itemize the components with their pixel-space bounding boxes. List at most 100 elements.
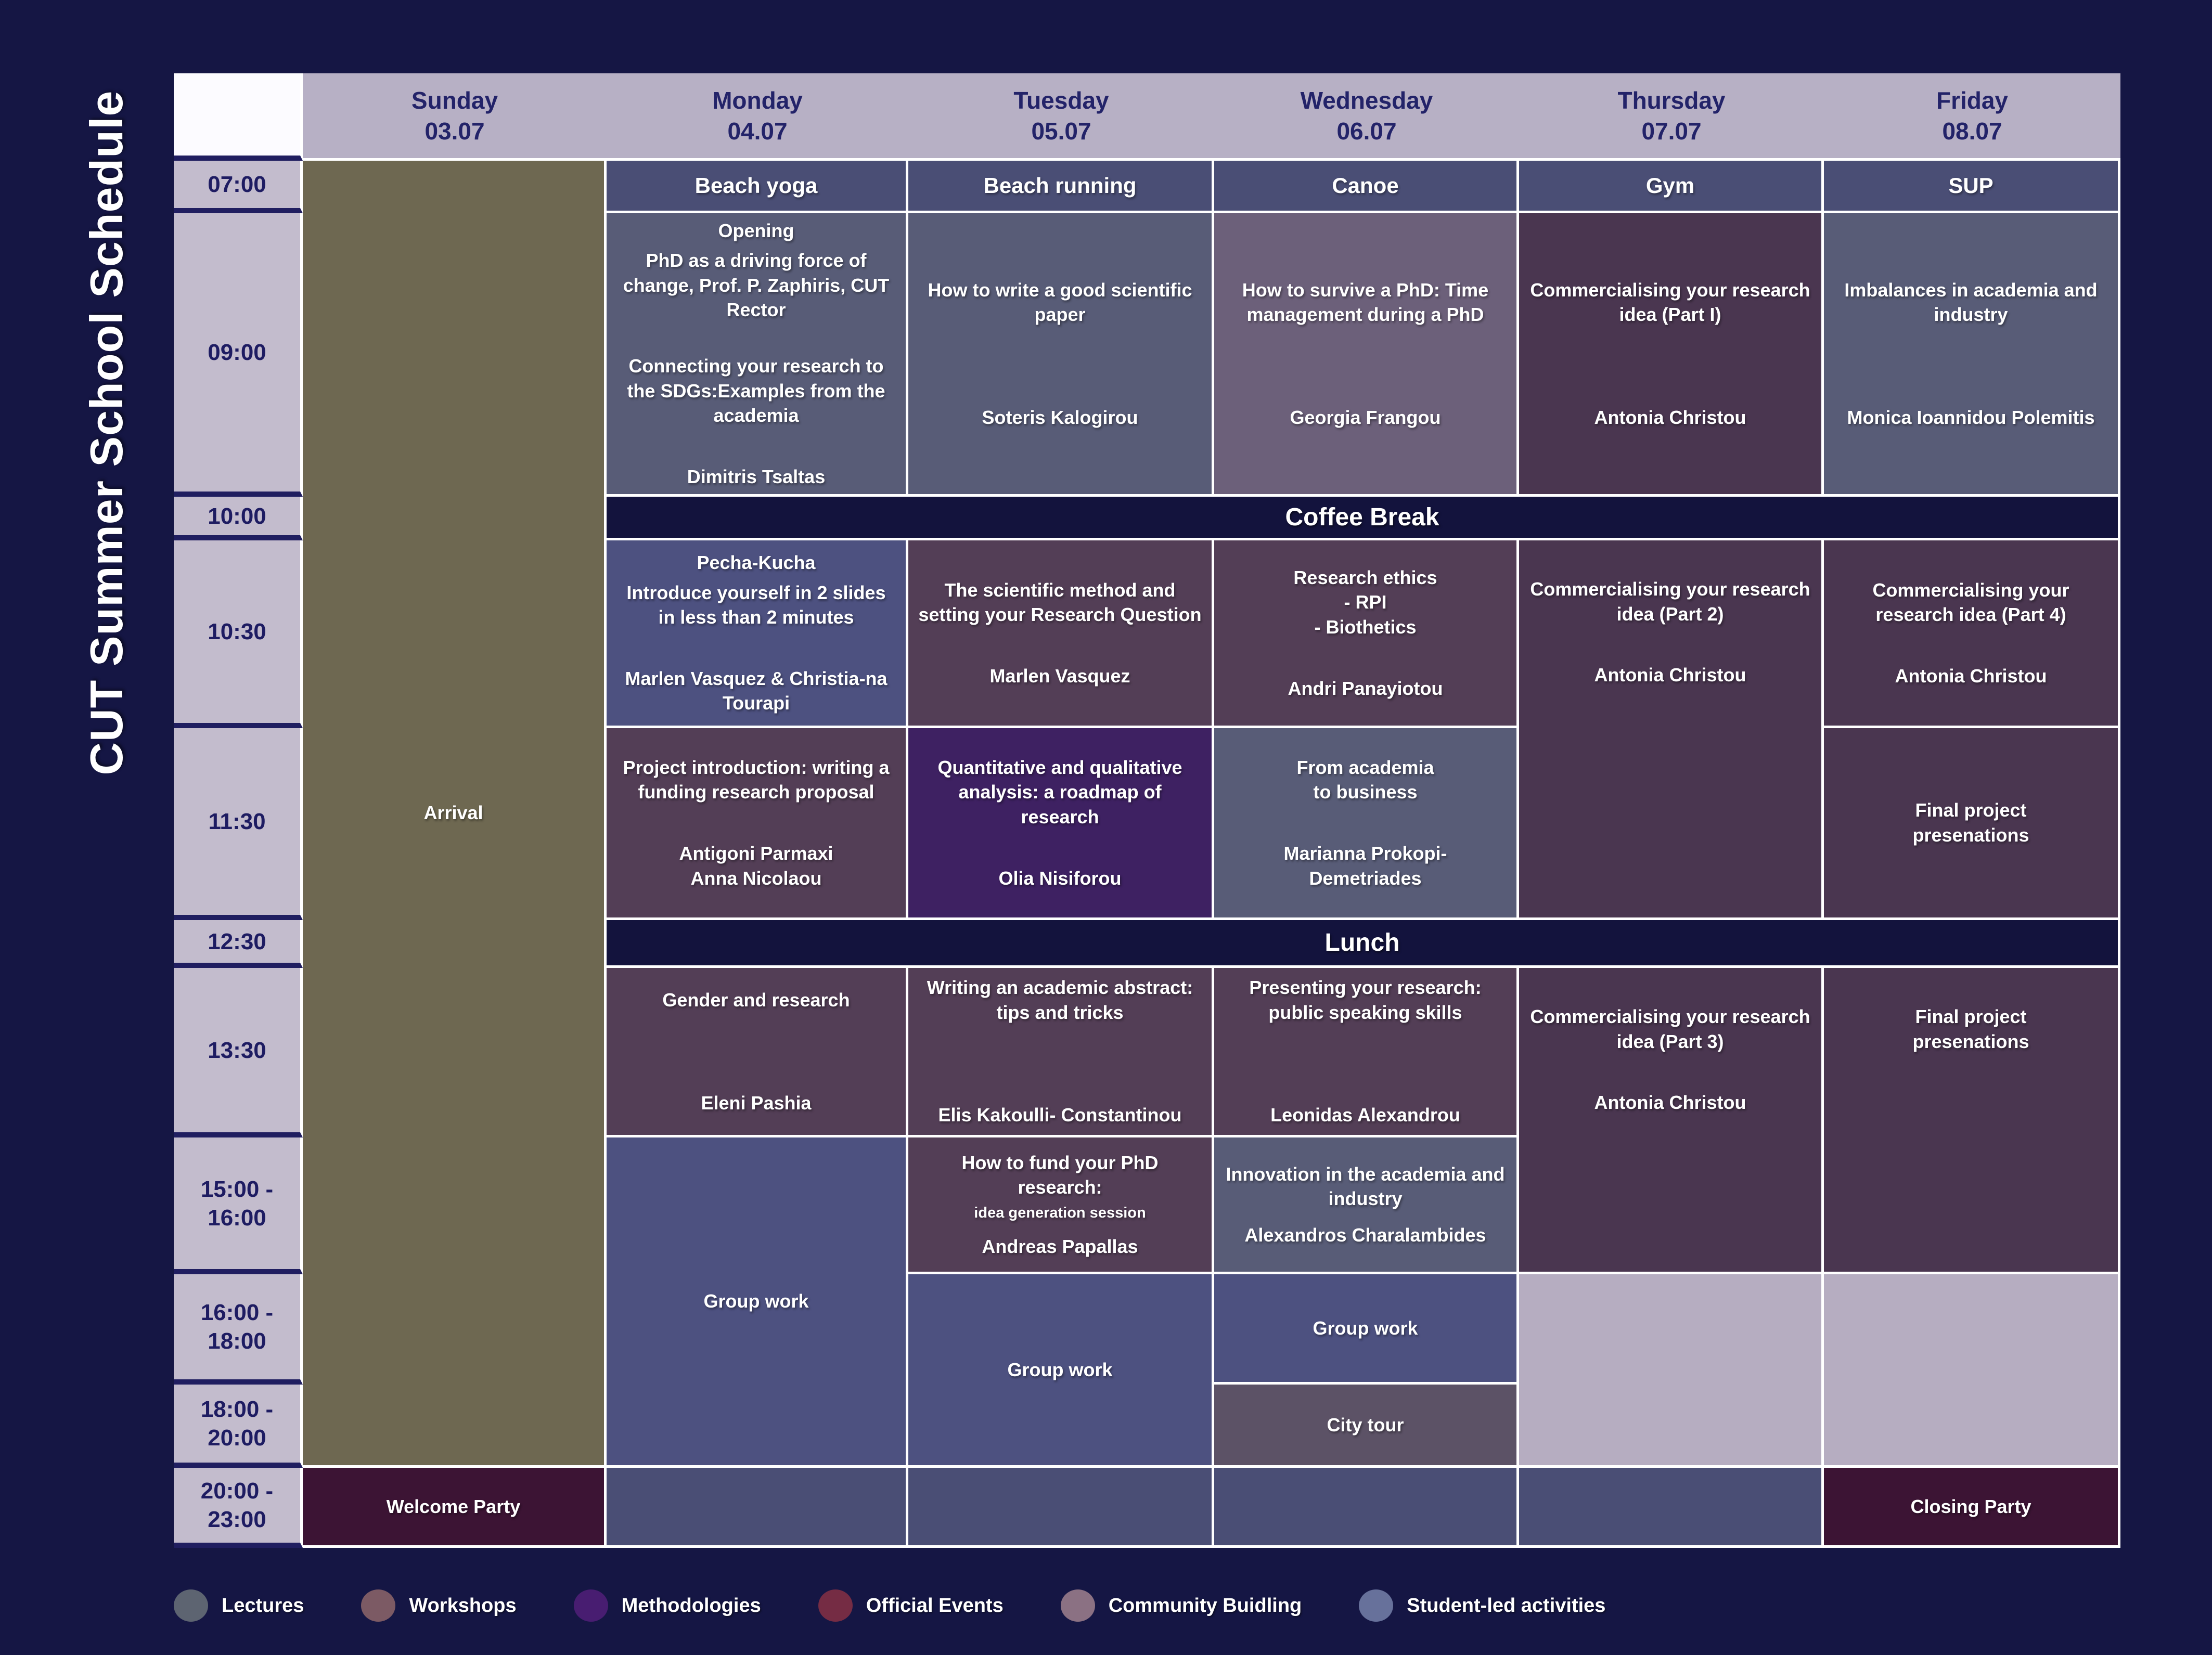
- community-building-swatch-icon: [1060, 1589, 1095, 1622]
- day-name: Sunday: [411, 86, 498, 114]
- event-cell-friday-evening-empty: [1824, 1274, 2120, 1468]
- legend-label: Workshops: [409, 1594, 517, 1617]
- event-title: Welcome Party: [386, 1495, 521, 1517]
- event-heading: Opening: [718, 219, 794, 241]
- event-speaker: Eleni Pashia: [701, 1092, 812, 1114]
- event-title: Commercialising your research idea (Part…: [1530, 279, 1810, 326]
- event-speaker: Antonia Christou: [1594, 406, 1746, 428]
- day-date: 07.07: [1641, 117, 1702, 145]
- event-speaker: Soteris Kalogirou: [982, 406, 1138, 428]
- event-title: Quantitative and qualitative analysis: a…: [937, 756, 1182, 828]
- legend-item-student-led: Student-led activities: [1359, 1589, 1605, 1622]
- event-cell-friday-1130: Final project presenations: [1824, 728, 2120, 920]
- event-title: City tour: [1327, 1414, 1404, 1436]
- day-date: 05.07: [1031, 117, 1091, 145]
- event-title: Arrival: [423, 802, 483, 824]
- event-cell-monday-1030: Pecha-Kucha Introduce yourself in 2 slid…: [607, 540, 908, 728]
- event-title: Research ethics - RPI - Biothetics: [1293, 566, 1437, 638]
- student-led-swatch-icon: [1359, 1589, 1394, 1622]
- event-cell-monday-1130: Project introduction: writing a funding …: [607, 728, 908, 920]
- legend-item-methodologies: Methodologies: [573, 1589, 761, 1622]
- event-cell-thursday-0700: Gym: [1519, 161, 1824, 213]
- event-cell-tuesday-2000-empty: [908, 1468, 1214, 1548]
- event-speaker: Marianna Prokopi- Demetriades: [1283, 843, 1447, 889]
- event-cell-wednesday-city-tour: City tour: [1214, 1385, 1519, 1468]
- legend-label: Lectures: [222, 1594, 304, 1617]
- event-cell-monday-groupwork: Group work: [607, 1137, 908, 1468]
- event-cell-friday-1330-1600: Final project presenations: [1824, 968, 2120, 1274]
- legend-label: Community Buidling: [1108, 1594, 1302, 1617]
- time-label-1330: 13:30: [174, 968, 303, 1137]
- event-cell-tuesday-1030: The scientific method and setting your R…: [908, 540, 1214, 728]
- day-header-tuesday: Tuesday 05.07: [908, 73, 1214, 161]
- event-title: Innovation in the academia and industry: [1226, 1163, 1505, 1210]
- event-cell-wednesday-1130: From academia to business Marianna Proko…: [1214, 728, 1519, 920]
- event-speaker: Dimitris Tsaltas: [687, 466, 826, 487]
- legend-item-community-building: Community Buidling: [1060, 1589, 1302, 1622]
- event-cell-friday-0900: Imbalances in academia and industry Moni…: [1824, 213, 2120, 497]
- event-cell-wednesday-2000-empty: [1214, 1468, 1519, 1548]
- event-title: Gender and research: [662, 989, 850, 1011]
- event-cell-tuesday-1500: How to fund your PhD research: idea gene…: [908, 1137, 1214, 1274]
- legend-item-workshops: Workshops: [361, 1589, 517, 1622]
- coffee-break-band: Coffee Break: [607, 497, 2120, 540]
- event-title: Introduce yourself in 2 slides in less t…: [626, 581, 886, 628]
- event-title: Commercialising your research idea (Part…: [1530, 578, 1810, 625]
- time-label-1030: 10:30: [174, 540, 303, 728]
- day-date: 04.07: [727, 117, 788, 145]
- event-title: Project introduction: writing a funding …: [623, 756, 890, 803]
- event-speaker: Marlen Vasquez: [989, 665, 1130, 687]
- event-speaker: Antonia Christou: [1594, 1092, 1746, 1114]
- event-title: From academia to business: [1296, 756, 1434, 803]
- event-cell-thursday-1330-1600: Commercialising your research idea (Part…: [1519, 968, 1824, 1274]
- event-cell-monday-0900: Opening PhD as a driving force of change…: [607, 213, 908, 497]
- event-subtitle: idea generation session: [974, 1204, 1146, 1221]
- event-title: Presenting your research: public speakin…: [1249, 977, 1482, 1023]
- event-cell-tuesday-groupwork: Group work: [908, 1274, 1214, 1468]
- day-name: Tuesday: [1013, 86, 1109, 114]
- event-speaker: Antonia Christou: [1895, 665, 2047, 687]
- event-cell-friday-0700: SUP: [1824, 161, 2120, 213]
- event-speaker: Andreas Papallas: [982, 1235, 1138, 1257]
- schedule-grid: Sunday 03.07 Monday 04.07 Tuesday 05.07 …: [174, 73, 2120, 1548]
- time-label-1230: 12:30: [174, 920, 303, 968]
- event-title: How to survive a PhD: Time management du…: [1242, 279, 1489, 326]
- day-header-wednesday: Wednesday 06.07: [1214, 73, 1519, 161]
- event-speaker: Andri Panayiotou: [1288, 677, 1443, 699]
- time-label-2000-2300: 20:00 - 23:00: [174, 1468, 303, 1548]
- day-header-friday: Friday 08.07: [1824, 73, 2120, 161]
- time-label-0700: 07:00: [174, 161, 303, 213]
- event-heading: Pecha-Kucha: [697, 552, 816, 574]
- time-label-0900: 09:00: [174, 213, 303, 497]
- event-title: How to write a good scientific paper: [928, 279, 1192, 326]
- event-title: How to fund your PhD research:: [961, 1152, 1159, 1198]
- workshops-swatch-icon: [361, 1589, 396, 1622]
- event-title: Canoe: [1332, 173, 1399, 198]
- event-title: Commercialising your research idea (Part…: [1530, 1006, 1810, 1052]
- event-cell-tuesday-1130: Quantitative and qualitative analysis: a…: [908, 728, 1214, 920]
- time-label-1130: 11:30: [174, 728, 303, 920]
- event-title: Beach running: [983, 173, 1137, 198]
- event-speaker: Antonia Christou: [1594, 664, 1746, 686]
- day-header-thursday: Thursday 07.07: [1519, 73, 1824, 161]
- event-speaker: Elis Kakoulli- Constantinou: [938, 1104, 1182, 1126]
- event-title: Imbalances in academia and industry: [1844, 279, 2098, 326]
- legend-item-official-events: Official Events: [818, 1589, 1004, 1622]
- event-cell-wednesday-1500: Innovation in the academia and industry …: [1214, 1137, 1519, 1274]
- event-speaker: Georgia Frangou: [1290, 406, 1441, 428]
- event-title: Group work: [703, 1290, 809, 1312]
- event-cell-wednesday-groupwork: Group work: [1214, 1274, 1519, 1385]
- event-cell-wednesday-1030: Research ethics - RPI - Biothetics Andri…: [1214, 540, 1519, 728]
- event-cell-wednesday-1330: Presenting your research: public speakin…: [1214, 968, 1519, 1137]
- event-speaker: Marlen Vasquez & Christia-na Tourapi: [625, 667, 888, 714]
- lunch-band: Lunch: [607, 920, 2120, 968]
- event-title: Gym: [1645, 173, 1695, 198]
- event-title: Final project presenations: [1912, 799, 2029, 846]
- day-date: 08.07: [1942, 117, 2002, 145]
- day-name: Monday: [712, 86, 803, 114]
- methodologies-swatch-icon: [573, 1589, 608, 1622]
- event-speaker: Alexandros Charalambides: [1244, 1224, 1486, 1246]
- event-cell-wednesday-0900: How to survive a PhD: Time management du…: [1214, 213, 1519, 497]
- event-title: Closing Party: [1910, 1495, 2031, 1517]
- event-cell-tuesday-0700: Beach running: [908, 161, 1214, 213]
